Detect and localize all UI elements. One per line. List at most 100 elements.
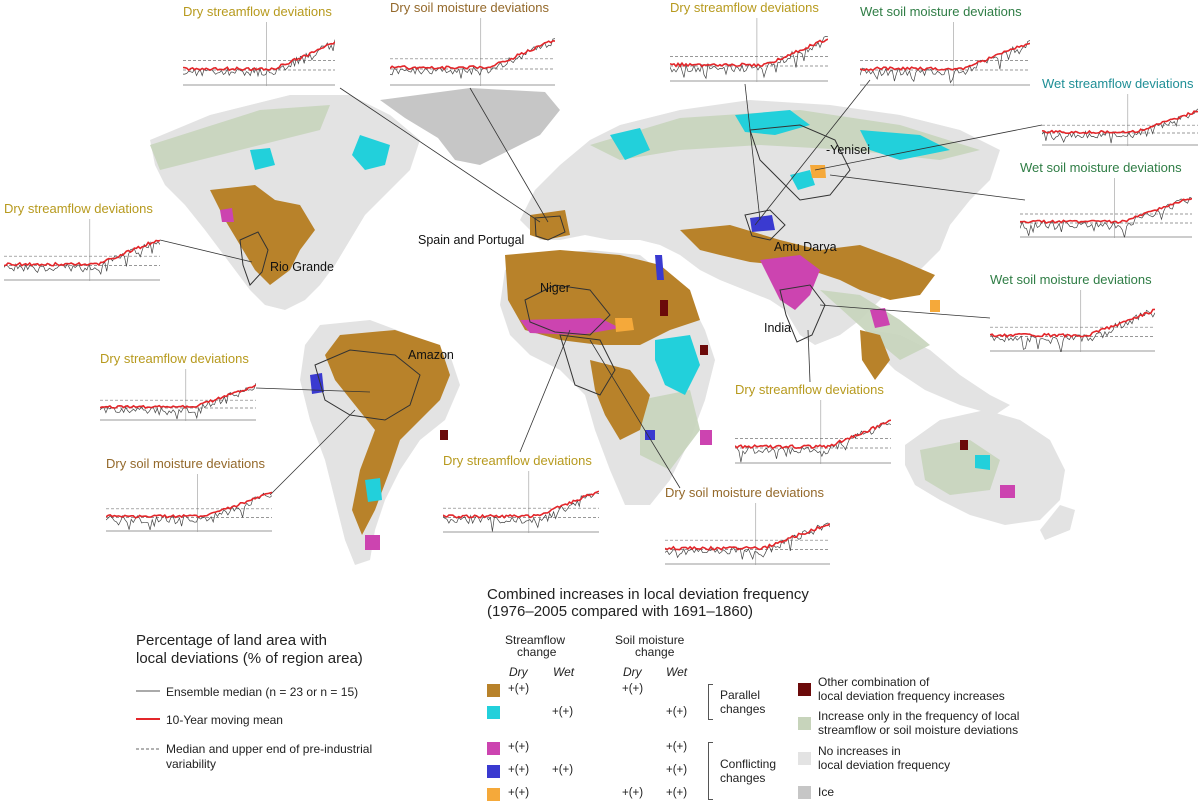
conflicting-label-1: Conflicting — [720, 757, 777, 771]
code-r3-smwet: +(+) — [666, 741, 688, 753]
legend-increase-2: streamflow or soil moisture deviations — [818, 723, 1019, 737]
inset-moving-mean — [665, 523, 830, 551]
inset-ensemble-median — [1042, 108, 1198, 144]
inset-panel: Wet soil moisture deviations — [990, 272, 1155, 352]
sf-header-1: Streamflow — [505, 633, 566, 647]
new-zealand — [1040, 505, 1075, 540]
inset-panel: Dry streamflow deviations — [443, 453, 599, 533]
inset-moving-mean — [1042, 110, 1198, 135]
region-label: Niger — [540, 281, 570, 295]
inset-ensemble-median — [183, 39, 335, 78]
region-label: Amu Darya — [774, 240, 837, 254]
inset-ensemble-median — [443, 492, 599, 532]
code-r1-smdry: +(+) — [622, 683, 644, 695]
inset-panel-plot — [860, 22, 1030, 86]
code-r1-sfdry: +(+) — [508, 683, 530, 695]
inset-moving-mean — [860, 42, 1030, 72]
code-r4-sfwet: +(+) — [552, 764, 574, 776]
inset-panel-plot — [665, 503, 830, 565]
india-outline — [779, 284, 826, 343]
inset-panel-title: Wet soil moisture deviations — [860, 4, 1022, 19]
inset-panel-title: Dry streamflow deviations — [670, 0, 819, 15]
greenland-ice — [380, 88, 560, 165]
inset-ensemble-median — [670, 36, 828, 80]
inset-panel-title: Dry streamflow deviations — [100, 351, 249, 366]
inset-panel-plot — [670, 18, 828, 82]
sf-wet-col: Wet — [553, 665, 575, 679]
inset-panel-title: Dry streamflow deviations — [4, 201, 153, 216]
swatch-dry-sf-wet-sm — [487, 742, 500, 755]
legend-moving-mean: 10-Year moving mean — [166, 713, 283, 727]
inset-ensemble-median — [860, 40, 1030, 84]
inset-panel-title: Wet streamflow deviations — [1042, 76, 1194, 91]
conflicting-label-2: changes — [720, 771, 766, 785]
swatch-other — [798, 683, 811, 696]
inset-moving-mean — [4, 239, 160, 267]
conflicting-blue-areas — [310, 215, 775, 440]
inset-ensemble-median — [665, 522, 830, 561]
inset-panel-plot — [1042, 94, 1198, 146]
wet-both-areas — [250, 110, 990, 502]
swatch-increase-only — [798, 717, 811, 730]
legend-right-heading-1: Combined increases in local deviation fr… — [487, 586, 809, 603]
inset-panel-plot — [390, 18, 555, 86]
legend-ensemble-median: Ensemble median (n = 23 or n = 15) — [166, 685, 359, 699]
code-r2-smwet: +(+) — [666, 706, 688, 718]
parallel-label-1: Parallel — [720, 688, 761, 702]
sm-header-1: Soil moisture — [615, 633, 685, 647]
inset-panel-plot — [1020, 178, 1192, 238]
inset-panel: Dry streamflow deviations — [735, 382, 891, 464]
legend-left-heading-2: local deviations (% of region area) — [136, 650, 363, 667]
inset-panel: Wet streamflow deviations — [1042, 76, 1198, 146]
inset-panel-title: Dry soil moisture deviations — [390, 0, 549, 15]
inset-panel-plot — [990, 290, 1155, 352]
conflicting-magenta-areas — [220, 208, 1015, 550]
inset-panel-plot — [443, 471, 599, 533]
legend-median-line1: Median and upper end of pre-industrial — [166, 742, 373, 756]
inset-panel: Wet soil moisture deviations — [860, 4, 1030, 86]
basin-outlines — [239, 124, 851, 421]
inset-moving-mean — [183, 41, 335, 72]
inset-panel-plot — [106, 474, 272, 532]
inset-ensemble-median — [735, 421, 891, 463]
inset-panel: Dry streamflow deviations — [100, 351, 256, 421]
parallel-bracket — [708, 684, 713, 720]
inset-ensemble-median — [990, 309, 1155, 352]
niger-basin — [524, 284, 611, 336]
swatch-dry-both — [487, 684, 500, 697]
code-r5-smwet: +(+) — [666, 787, 688, 799]
swatch-both-sf-wet-sm — [487, 765, 500, 778]
inset-ensemble-median — [106, 492, 272, 530]
code-r5-sfdry: +(+) — [508, 787, 530, 799]
yenisei-basin — [749, 124, 851, 201]
sahel-outline — [559, 334, 616, 396]
region-label: Rio Grande — [270, 260, 334, 274]
legend-no-increase-2: local deviation frequency — [818, 758, 951, 772]
inset-panel: Dry streamflow deviations — [4, 201, 160, 281]
legend-other-2: local deviation frequency increases — [818, 689, 1005, 703]
inset-moving-mean — [735, 419, 891, 450]
legend-left-heading-1: Percentage of land area with — [136, 632, 327, 649]
parallel-label-2: changes — [720, 702, 766, 716]
code-r2-sfwet: +(+) — [552, 706, 574, 718]
inset-panel-title: Dry streamflow deviations — [735, 382, 884, 397]
inset-moving-mean — [100, 384, 256, 409]
inset-ensemble-median — [100, 382, 256, 420]
spain-portugal-outline — [534, 215, 566, 241]
inset-moving-mean — [990, 308, 1155, 338]
inset-moving-mean — [670, 38, 828, 68]
inset-panel-title: Dry soil moisture deviations — [106, 456, 265, 471]
amazon-basin — [314, 349, 421, 421]
legend-ice: Ice — [818, 785, 835, 799]
conflicting-bracket — [708, 742, 713, 800]
rio-grande-basin — [239, 231, 269, 286]
inset-panel: Dry soil moisture deviations — [665, 485, 830, 565]
code-r4-smwet: +(+) — [666, 764, 688, 776]
inset-panel: Dry soil moisture deviations — [106, 456, 272, 532]
legend-increase-1: Increase only in the frequency of local — [818, 709, 1020, 723]
inset-panel-title: Wet soil moisture deviations — [990, 272, 1152, 287]
inset-panel-title: Dry streamflow deviations — [183, 4, 332, 19]
inset-ensemble-median — [4, 241, 160, 275]
sm-dry-col: Dry — [623, 665, 642, 679]
swatch-ice — [798, 786, 811, 799]
